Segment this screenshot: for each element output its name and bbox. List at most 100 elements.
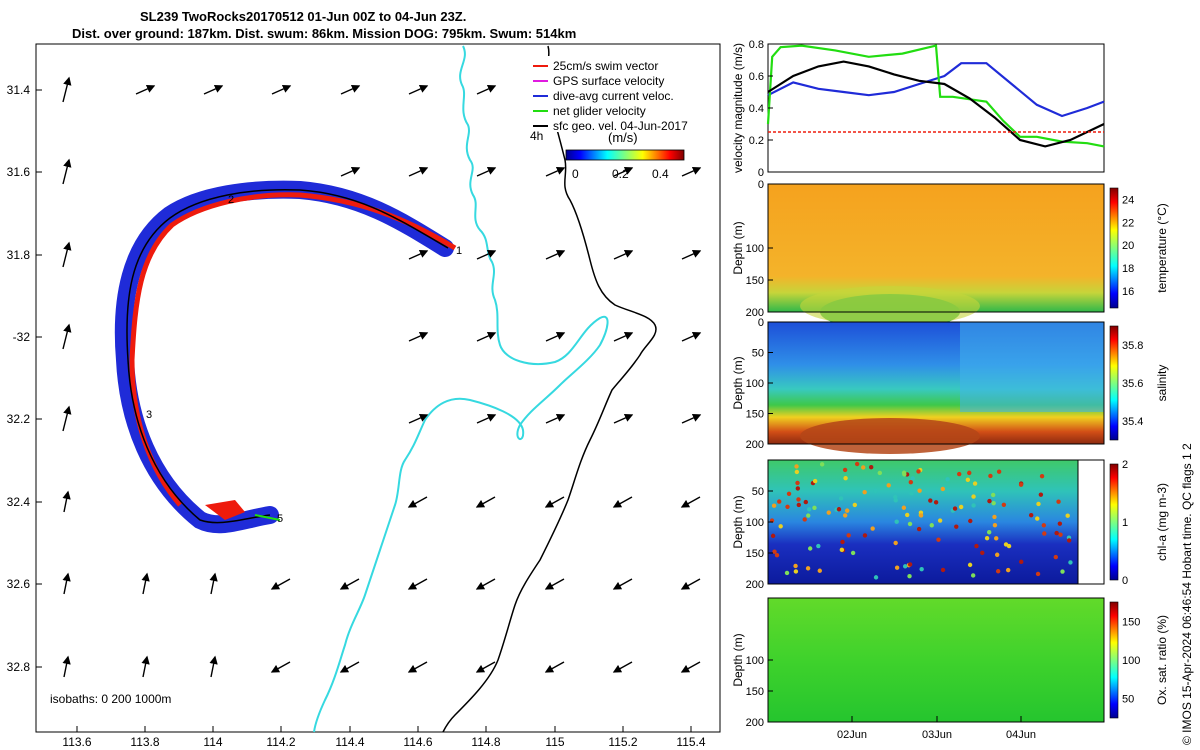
chla-sample bbox=[901, 505, 907, 510]
chla-sample bbox=[771, 503, 777, 508]
legend-item: GPS surface velocity bbox=[553, 74, 664, 88]
map-y-tick: 32.2 bbox=[7, 412, 31, 426]
velocity-arrows bbox=[62, 76, 702, 678]
map-x-tick: 114.2 bbox=[266, 735, 295, 749]
velocity-arrow bbox=[340, 167, 361, 177]
chla-sample bbox=[844, 508, 850, 513]
velocity-arrow bbox=[613, 167, 634, 177]
velocity-arrow bbox=[545, 167, 566, 177]
chla-sample bbox=[862, 533, 868, 538]
map-y-axis: 31.4 31.6 31.8 -32 32.2 32.4 32.6 32.8 bbox=[7, 83, 42, 674]
chla-sample bbox=[945, 477, 950, 482]
chla-sample bbox=[873, 575, 879, 580]
velocity-arrow bbox=[545, 414, 566, 424]
chla-sample bbox=[862, 489, 867, 495]
velocity-arrow bbox=[408, 250, 429, 260]
chla-sample bbox=[910, 476, 915, 481]
chla-sample bbox=[784, 570, 790, 576]
velocity-arrow bbox=[62, 241, 72, 268]
colorbar-tick: 22 bbox=[1122, 217, 1134, 229]
chla-sample bbox=[774, 552, 780, 558]
depth-tick: 50 bbox=[752, 486, 764, 498]
chla-sample bbox=[893, 494, 898, 500]
colorbar-tick: 24 bbox=[1122, 194, 1134, 206]
isobath-200m bbox=[442, 45, 657, 733]
chla-sample bbox=[936, 537, 941, 542]
velocity-arrow bbox=[613, 414, 634, 424]
chla-sample bbox=[971, 503, 976, 508]
chla-sample bbox=[836, 507, 842, 512]
chla-sample bbox=[957, 471, 962, 477]
chla-sample bbox=[1066, 538, 1072, 543]
colorbar-label: temperature (°C) bbox=[1155, 203, 1169, 293]
velocity-arrow bbox=[612, 496, 633, 508]
chla-sample bbox=[1065, 513, 1070, 518]
chla-sample bbox=[1003, 542, 1009, 547]
map-x-tick: 114.8 bbox=[471, 735, 500, 749]
chla-sample bbox=[980, 550, 985, 556]
velocity-arrow bbox=[407, 496, 428, 508]
velocity-arrow bbox=[681, 167, 702, 177]
chla-sample bbox=[995, 569, 1001, 574]
chla-sample bbox=[796, 502, 802, 508]
velocity-arrow bbox=[544, 578, 565, 590]
map-y-tick: 31.4 bbox=[7, 83, 31, 97]
map-x-tick: 115.2 bbox=[608, 735, 637, 749]
glider-track-net bbox=[126, 188, 449, 524]
colorbar-tick: 35.6 bbox=[1122, 378, 1143, 390]
map-y-tick: 32.6 bbox=[7, 577, 31, 591]
chla-sample bbox=[974, 543, 979, 549]
velocity-y-tick: 0.6 bbox=[749, 71, 764, 83]
chla-sample bbox=[795, 486, 801, 491]
chla-sample bbox=[819, 462, 825, 467]
chla-sample bbox=[846, 533, 851, 538]
chla-sample bbox=[873, 488, 878, 494]
chla-sample bbox=[907, 562, 913, 567]
chla-sample bbox=[916, 469, 921, 474]
chla-sample bbox=[988, 473, 993, 479]
depth-tick: 0 bbox=[758, 317, 764, 329]
depth-tick: 150 bbox=[746, 409, 764, 421]
velocity-arrow bbox=[62, 323, 72, 350]
chla-sample bbox=[1041, 523, 1047, 528]
chla-sample bbox=[929, 523, 934, 528]
velocity-arrow bbox=[339, 661, 360, 673]
depth-tick: 100 bbox=[746, 517, 764, 529]
depth-tick: 150 bbox=[746, 686, 764, 698]
chla-sample bbox=[968, 518, 973, 524]
chla-sample bbox=[916, 526, 922, 532]
chla-sample bbox=[917, 488, 922, 493]
temperature-panel bbox=[767, 183, 1105, 330]
velocity-series-net-glider bbox=[766, 44, 1105, 148]
chla-sample bbox=[812, 505, 817, 511]
velocity-arrow bbox=[270, 661, 291, 673]
chla-sample bbox=[868, 464, 874, 470]
map-y-tick: 31.8 bbox=[7, 248, 31, 262]
chla-sample bbox=[803, 499, 809, 505]
footer-credit: © IMOS 15-Apr-2024 06:46:54 Hobart time.… bbox=[1180, 443, 1194, 745]
depth-ylabel: Depth (m) bbox=[731, 356, 745, 409]
chla-sample bbox=[952, 506, 958, 511]
chla-sample bbox=[854, 461, 860, 467]
legend-item: sfc geo. vel. 04-Jun-2017 bbox=[553, 119, 688, 133]
chla-sample bbox=[852, 502, 858, 508]
chla-sample bbox=[909, 490, 914, 496]
velocity-arrow bbox=[62, 158, 72, 185]
depth-ylabel: Depth (m) bbox=[731, 495, 745, 548]
chla-sample bbox=[905, 512, 910, 518]
depth-tick: 200 bbox=[746, 307, 764, 319]
chla-sample bbox=[893, 498, 898, 503]
depth-tick: 200 bbox=[746, 717, 764, 729]
colorbar-tick-0: 0 bbox=[572, 167, 579, 181]
chla-sample bbox=[886, 483, 891, 488]
chla-sample bbox=[877, 470, 883, 476]
chla-sample bbox=[972, 481, 978, 486]
chla-sample bbox=[1035, 516, 1040, 521]
velocity-arrow bbox=[209, 655, 218, 678]
chla-sample bbox=[937, 518, 943, 523]
chla-sample bbox=[772, 549, 777, 554]
time-x-tick: 04Jun bbox=[1006, 729, 1036, 741]
velocity-arrow bbox=[141, 655, 150, 678]
depth-tick: 150 bbox=[746, 548, 764, 560]
chla-sample bbox=[806, 507, 812, 512]
